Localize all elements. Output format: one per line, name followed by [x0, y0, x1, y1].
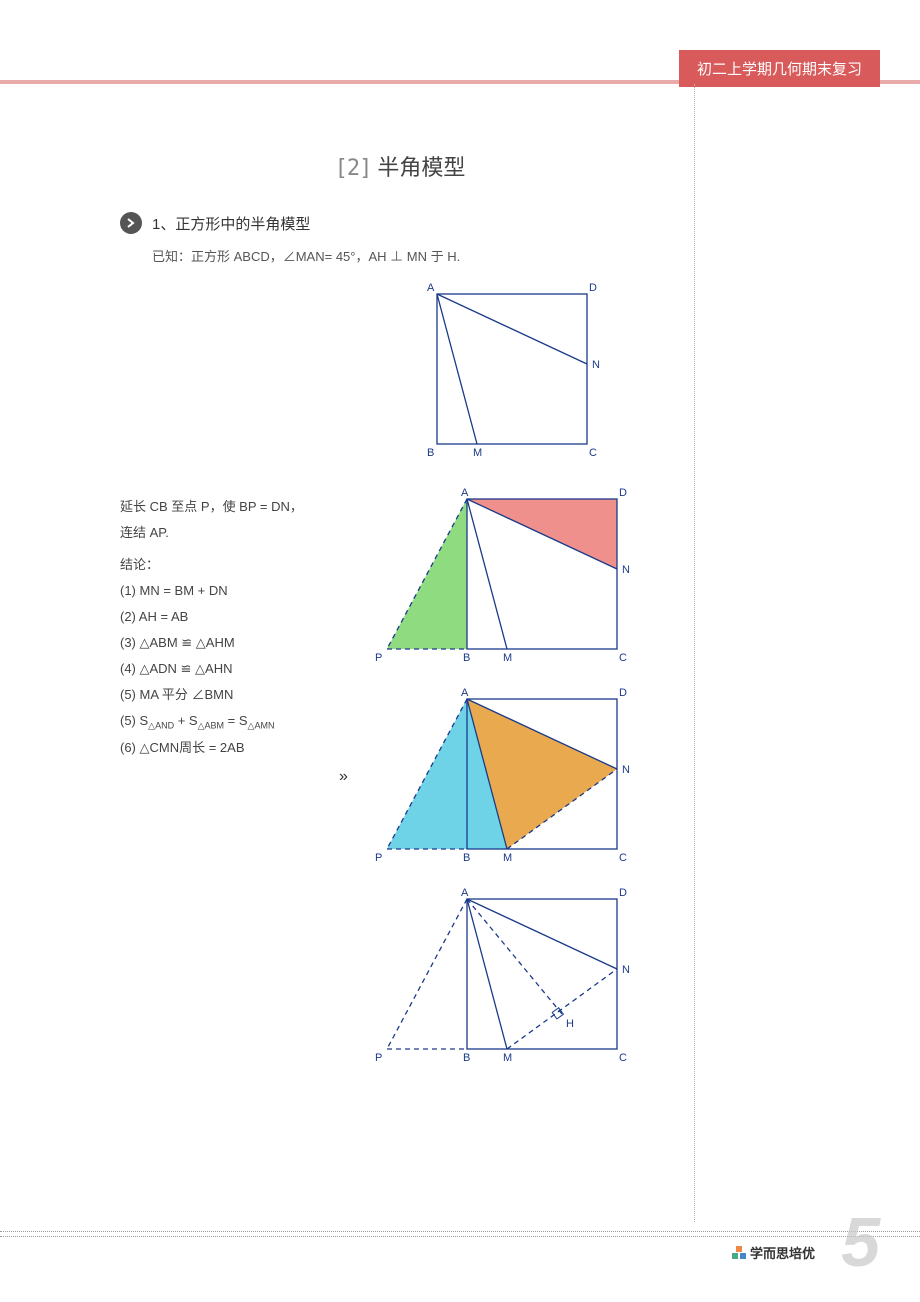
svg-text:M: M	[503, 852, 512, 864]
svg-text:C: C	[619, 852, 627, 864]
svg-text:B: B	[463, 852, 470, 864]
conclusion-3: (3) △ABM ≌ △AHM	[120, 630, 315, 656]
main-content: [2]半角模型 1、正方形中的半角模型 已知：正方形 ABCD，∠MAN= 45…	[120, 150, 680, 1069]
chevron-right-icon	[120, 212, 142, 234]
double-chevron-icon: »	[339, 768, 348, 786]
svg-text:M: M	[503, 1052, 512, 1064]
svg-text:M: M	[503, 652, 512, 664]
page-number: 5	[841, 1202, 880, 1282]
conclusion-label: 结论：	[120, 552, 315, 578]
svg-text:D: D	[619, 887, 627, 899]
right-margin-rule	[694, 84, 695, 1222]
svg-text:A: A	[427, 282, 435, 294]
svg-text:D: D	[589, 282, 597, 294]
svg-text:H: H	[566, 1018, 574, 1030]
brand-logo-icon	[732, 1246, 746, 1260]
section-number: [2]	[335, 156, 372, 181]
step-extend-line: 延长 CB 至点 P，使 BP = DN，连结 AP.	[120, 494, 315, 546]
svg-text:N: N	[622, 964, 630, 976]
svg-text:N: N	[592, 359, 600, 371]
svg-text:A: A	[461, 687, 469, 699]
figure-3: A D B C M N P	[372, 684, 642, 864]
svg-text:A: A	[461, 487, 469, 499]
brand-label: 学而思培优	[732, 1243, 815, 1262]
svg-text:D: D	[619, 687, 627, 699]
subheading-1-text: 1、正方形中的半角模型	[152, 213, 310, 234]
conclusion-7: (6) △CMN周长 = 2AB	[120, 735, 315, 761]
svg-text:P: P	[375, 1052, 382, 1064]
conclusion-list: 延长 CB 至点 P，使 BP = DN，连结 AP. 结论： (1) MN =…	[120, 484, 315, 761]
conclusion-1: (1) MN = BM + DN	[120, 578, 315, 604]
figure-1-container: A D B C M N	[152, 279, 680, 464]
svg-text:A: A	[461, 887, 469, 899]
svg-text:D: D	[619, 487, 627, 499]
section-title-text: 半角模型	[377, 155, 465, 180]
section-title: [2]半角模型	[120, 150, 680, 182]
svg-text:M: M	[473, 447, 482, 459]
figure-2: A D B C M N P	[372, 484, 642, 664]
svg-text:C: C	[619, 652, 627, 664]
conclusions-block: 延长 CB 至点 P，使 BP = DN，连结 AP. 结论： (1) MN =…	[120, 484, 680, 1069]
svg-text:N: N	[622, 764, 630, 776]
subheading-1: 1、正方形中的半角模型	[120, 212, 680, 234]
svg-text:C: C	[619, 1052, 627, 1064]
footer-rule	[0, 1231, 920, 1237]
right-figure-column: A D B C M N P A D B C	[372, 484, 642, 1069]
conclusion-2: (2) AH = AB	[120, 604, 315, 630]
svg-text:P: P	[375, 652, 382, 664]
svg-text:C: C	[589, 447, 597, 459]
conclusion-4: (4) △ADN ≌ △AHN	[120, 656, 315, 682]
header-tab: 初二上学期几何期末复习	[679, 50, 880, 87]
svg-text:B: B	[463, 1052, 470, 1064]
svg-text:N: N	[622, 564, 630, 576]
conclusion-6: (5) S△AND + S△ABM = S△AMN	[120, 708, 315, 735]
svg-text:P: P	[375, 852, 382, 864]
figure-1: A D B C M N	[422, 279, 612, 459]
svg-text:B: B	[427, 447, 434, 459]
conclusion-5: (5) MA 平分 ∠BMN	[120, 682, 315, 708]
given-text: 已知：正方形 ABCD，∠MAN= 45°，AH ⊥ MN 于 H.	[152, 246, 680, 265]
figure-4: A D B C M N P H	[372, 884, 642, 1069]
svg-text:B: B	[463, 652, 470, 664]
